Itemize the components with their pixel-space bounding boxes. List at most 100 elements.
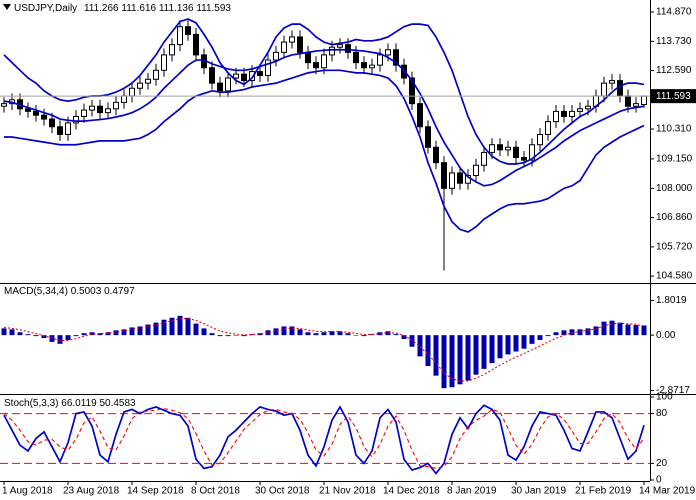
- indicator-line: [3, 408, 645, 469]
- x-tick-label: 30 Oct 2018: [255, 486, 310, 497]
- candle-body: [113, 101, 119, 110]
- candle-body: [49, 118, 55, 128]
- macd-bar: [89, 332, 95, 336]
- candle-body: [353, 51, 359, 64]
- macd-bar: [481, 335, 487, 369]
- stoch-header: Stoch(5,3,3) 66.0119 50.4583: [4, 398, 136, 409]
- macd-bar: [337, 331, 343, 336]
- candle-body: [105, 108, 111, 114]
- macd-bar: [225, 335, 231, 337]
- macd-bar: [233, 335, 239, 336]
- last-low: 111.136: [159, 3, 194, 14]
- indicator-line: [3, 404, 645, 475]
- candle-body: [209, 67, 215, 84]
- candle-body: [601, 82, 607, 97]
- candle-body: [169, 44, 175, 56]
- candle-body: [449, 172, 455, 189]
- candle-body: [369, 64, 375, 69]
- candle-body: [225, 77, 231, 92]
- x-tick-label: 21 Feb 2019: [575, 486, 632, 497]
- last-high: 111.616: [121, 3, 156, 14]
- candle-body: [393, 49, 399, 66]
- macd-bar: [449, 335, 455, 388]
- candle-body: [409, 77, 415, 105]
- candle-body: [585, 105, 591, 110]
- y-tick-label: 20: [656, 458, 668, 469]
- candle-body: [313, 62, 319, 69]
- candle-body: [537, 133, 543, 146]
- x-tick-label: 30 Jan 2019: [511, 486, 566, 497]
- candle-body: [129, 87, 135, 97]
- macd-bar: [249, 334, 255, 336]
- x-tick-label: 14 Sep 2018: [127, 486, 184, 497]
- indicator-line: [3, 48, 645, 187]
- macd-bar: [9, 329, 15, 336]
- macd-bar: [97, 333, 103, 336]
- macd-bar: [273, 328, 279, 336]
- macd-bar: [377, 332, 383, 336]
- candle-body: [97, 105, 103, 114]
- candle-body: [185, 26, 191, 35]
- macd-bar: [497, 335, 503, 359]
- macd-bar: [105, 332, 111, 336]
- macd-bar: [529, 335, 535, 344]
- candle-body: [385, 49, 391, 56]
- macd-bar: [417, 335, 423, 357]
- macd-bar: [601, 321, 607, 336]
- candle-body: [273, 51, 279, 61]
- macd-bar: [113, 330, 119, 336]
- macd-bar: [17, 332, 23, 336]
- macd-bar: [473, 335, 479, 375]
- candle-body: [497, 144, 503, 151]
- macd-bar: [625, 324, 631, 336]
- candle-body: [505, 146, 511, 151]
- candle-body: [73, 115, 79, 124]
- macd-bar: [537, 335, 543, 340]
- macd-bar: [177, 315, 183, 336]
- macd-bar: [169, 317, 175, 336]
- candle-body: [625, 95, 631, 107]
- candle-body: [377, 54, 383, 66]
- y-tick-label: 114.870: [656, 7, 692, 18]
- macd-bar: [513, 335, 519, 352]
- candle-body: [137, 82, 143, 89]
- y-tick-label: 0.00: [656, 330, 676, 341]
- x-tick-label: 21 Nov 2018: [319, 486, 376, 497]
- macd-bar: [441, 335, 447, 389]
- candle-body: [281, 41, 287, 53]
- macd-bar: [489, 335, 495, 364]
- macd-bar: [353, 335, 359, 336]
- macd-header: MACD(5,34,4) 0.5003 0.4797: [4, 286, 135, 297]
- signal-value: 0.4797: [104, 286, 135, 297]
- macd-bar: [161, 319, 167, 336]
- candle-body: [289, 36, 295, 43]
- macd-bar: [369, 334, 375, 336]
- candle-body: [241, 73, 247, 82]
- candle-body: [249, 71, 255, 82]
- macd-bar: [289, 326, 295, 336]
- candle-body: [521, 157, 527, 161]
- macd-bar: [329, 331, 335, 336]
- candle-body: [321, 54, 327, 69]
- macd-bar: [409, 335, 415, 347]
- macd-bar: [569, 329, 575, 336]
- candle-body: [337, 44, 343, 48]
- macd-bar: [521, 335, 527, 349]
- candle-body: [441, 162, 447, 189]
- macd-title: MACD(5,34,4): [4, 286, 68, 297]
- candle-body: [177, 26, 183, 46]
- candle-body: [25, 108, 31, 112]
- y-tick-label: 105.720: [656, 241, 693, 252]
- y-tick-label: 109.150: [656, 153, 693, 164]
- macd-bar: [577, 329, 583, 336]
- macd-bar: [41, 335, 47, 339]
- macd-bar: [201, 328, 207, 336]
- macd-bar: [617, 322, 623, 336]
- indicator-line: [4, 69, 645, 233]
- macd-bar: [241, 335, 247, 337]
- candle-body: [193, 33, 199, 56]
- macd-bar: [265, 330, 271, 336]
- macd-bar: [321, 332, 327, 336]
